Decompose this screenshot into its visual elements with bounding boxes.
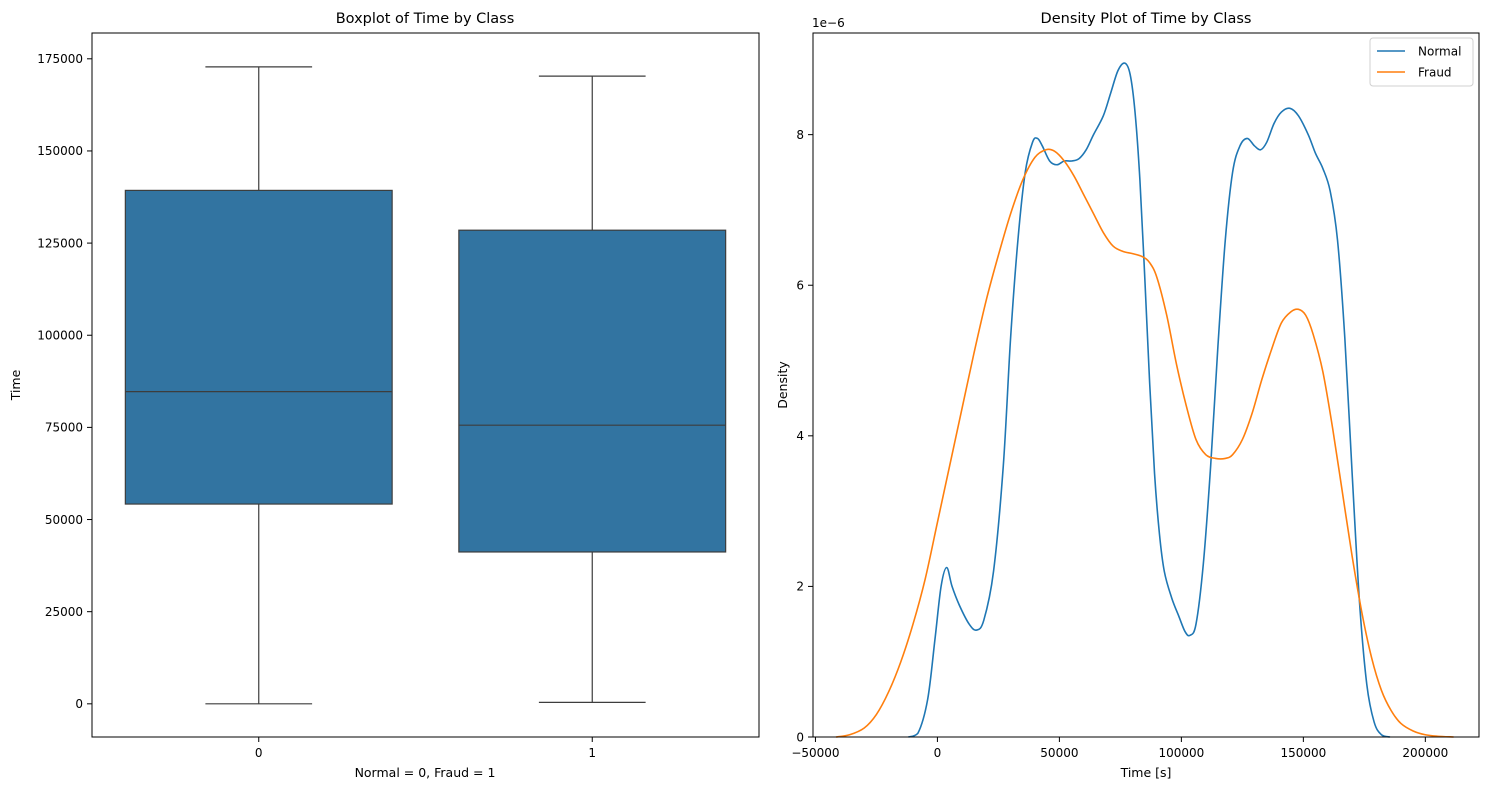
density-legend: Normal Fraud [1369,37,1474,87]
density-lines [835,62,1454,738]
boxplot-y-tick-label: 25000 [45,605,83,619]
legend-frame [1369,37,1474,87]
boxplot-y-tick-label: 150000 [37,144,83,158]
density-x-tick-label: 200000 [1402,746,1448,760]
density-x-tick-label: −50000 [791,746,839,760]
density-y-tick-label: 8 [796,128,804,142]
boxplot-x-tick-label: 0 [255,746,263,760]
boxplot-panel: Boxplot of Time by Class 0 25000 50000 7500… [8,11,760,780]
boxplot-x-axis-label: Normal = 0, Fraud = 1 [355,765,496,780]
density-panel: Density Plot of Time by Class 1e−6 0 2 4 6 8… [775,11,1480,780]
boxplot-y-axis-label: Time [8,369,23,401]
density-x-tick-label: 50000 [1040,746,1078,760]
density-y-tick-label: 0 [796,730,804,744]
box-0-body [124,189,393,505]
density-title: Density Plot of Time by Class [1041,11,1252,27]
density-y-tick-label: 4 [796,429,804,443]
boxplot-y-ticks: 0 25000 50000 75000 100000 125000 150000 175000 [37,52,92,711]
legend-label-normal: Normal [1418,45,1461,59]
boxplot-title: Boxplot of Time by Class [336,11,515,27]
density-line-normal [908,62,1391,738]
density-y-ticks: 0 2 4 6 8 [796,128,813,744]
boxplot-y-tick-label: 125000 [37,236,83,250]
density-x-ticks: −50000 0 50000 100000 150000 200000 [791,737,1448,760]
box-1-body [458,229,727,553]
density-x-tick-label: 150000 [1280,746,1326,760]
density-x-tick-label: 100000 [1158,746,1204,760]
boxplot-y-tick-label: 75000 [45,421,83,435]
boxplot-boxes [124,66,727,705]
density-y-tick-label: 6 [796,279,804,293]
boxplot-y-tick-label: 175000 [37,52,83,66]
density-y-axis-label: Density [775,361,790,409]
boxplot-y-tick-label: 100000 [37,329,83,343]
density-y-tick-label: 2 [796,580,804,594]
density-x-tick-label: 0 [934,746,942,760]
legend-label-fraud: Fraud [1418,66,1452,80]
boxplot-y-tick-label: 0 [75,697,83,711]
density-line-fraud [835,148,1454,738]
boxplot-y-tick-label: 50000 [45,513,83,527]
density-axes-frame [812,32,1480,738]
boxplot-x-tick-label: 1 [588,746,596,760]
density-x-axis-label: Time [s] [1120,765,1172,780]
density-y-offset-label: 1e−6 [812,16,845,30]
boxplot-axes-frame [91,32,760,738]
